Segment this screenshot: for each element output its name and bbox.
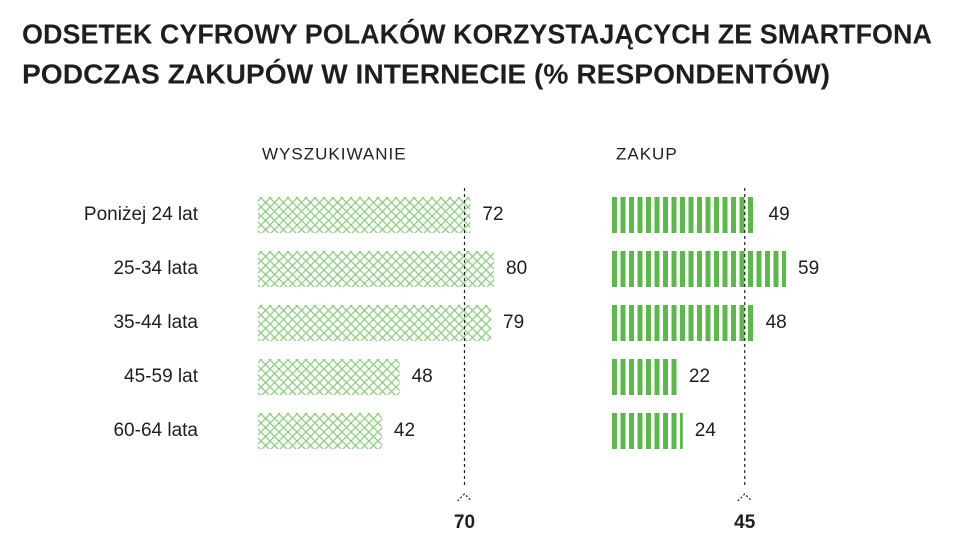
bar — [258, 251, 494, 287]
bar — [612, 251, 787, 287]
value-label: 59 — [798, 258, 819, 279]
chart-title: PODCZAS ZAKUPÓW W INTERNECIE (% RESPONDE… — [22, 58, 830, 89]
bar — [612, 305, 754, 341]
value-label: 22 — [689, 366, 710, 387]
value-label: 80 — [506, 258, 527, 279]
value-label: 48 — [412, 366, 433, 387]
bar — [612, 359, 677, 395]
category-label: 60-64 lata — [113, 420, 198, 441]
panel-title: WYSZUKIWANIE — [262, 144, 407, 163]
category-label: Poniżej 24 lat — [84, 204, 199, 225]
value-label: 49 — [769, 204, 790, 225]
reference-caret — [457, 493, 472, 502]
panel-title: ZAKUP — [616, 144, 678, 163]
bar — [258, 197, 471, 233]
reference-label: 45 — [734, 512, 756, 533]
bar — [258, 359, 400, 395]
bar — [612, 413, 683, 449]
value-label: 72 — [482, 204, 503, 225]
bar — [258, 413, 382, 449]
chart-title: ODSETEK CYFROWY POLAKÓW KORZYSTAJĄCYCH Z… — [22, 18, 932, 49]
bar — [612, 197, 757, 233]
reference-label: 70 — [454, 512, 475, 533]
category-label: 25-34 lata — [113, 258, 198, 279]
value-label: 42 — [394, 420, 415, 441]
value-label: 48 — [766, 312, 787, 333]
reference-caret — [737, 493, 753, 502]
value-label: 24 — [695, 420, 717, 441]
value-label: 79 — [503, 312, 524, 333]
category-label: 35-44 lata — [113, 312, 198, 333]
bar — [258, 305, 492, 341]
category-label: 45-59 lat — [124, 366, 199, 387]
